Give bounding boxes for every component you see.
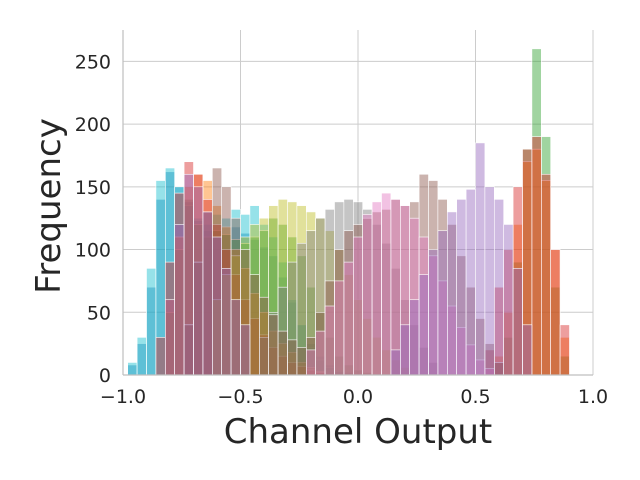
- histogram-bar: [418, 274, 429, 376]
- histogram-bar: [512, 268, 523, 376]
- histogram-bar: [550, 249, 561, 376]
- x-tick-label: −1.0: [100, 386, 146, 408]
- histogram-bar: [193, 186, 204, 376]
- y-axis-title: Frequency: [29, 118, 69, 294]
- y-tick-label: 50: [87, 302, 111, 324]
- x-tick-label: 0.0: [343, 386, 373, 408]
- histogram-bar: [258, 296, 269, 376]
- y-tick-label: 100: [75, 240, 111, 262]
- histogram-bar: [493, 199, 504, 376]
- histogram-bar: [183, 173, 194, 376]
- histogram-bar: [446, 211, 457, 376]
- y-tick-label: 200: [75, 114, 111, 136]
- histogram-bar: [296, 347, 307, 376]
- histogram-bar: [559, 324, 570, 376]
- histogram-series: [127, 171, 354, 376]
- x-tick-label: 1.0: [578, 386, 608, 408]
- histogram-bar: [437, 230, 448, 376]
- histogram-bar: [503, 224, 514, 376]
- histogram-bar: [409, 299, 420, 376]
- histogram-bar: [456, 199, 467, 376]
- histogram-bar: [390, 349, 401, 376]
- histogram-bar: [155, 337, 166, 376]
- histogram-bar: [287, 339, 298, 376]
- histogram-bar: [136, 337, 147, 376]
- histogram-bars: [127, 48, 570, 376]
- histogram-bar: [277, 330, 288, 376]
- histogram-series: [305, 192, 495, 376]
- histogram-bar: [399, 324, 410, 376]
- histogram-bar: [212, 236, 223, 376]
- histogram-bar: [531, 136, 542, 376]
- histogram-bar: [249, 274, 260, 376]
- histogram-series: [183, 167, 504, 376]
- y-tick-labels: 0 50 100 150 200 250: [75, 51, 111, 387]
- histogram-bar: [146, 268, 157, 376]
- histogram-bar: [305, 349, 316, 376]
- histogram-bar: [240, 324, 251, 376]
- histogram-bar: [165, 299, 176, 376]
- histogram-bar: [540, 173, 551, 376]
- histogram-bar: [371, 201, 382, 376]
- histogram-bar: [221, 268, 232, 376]
- y-tick-label: 250: [75, 51, 111, 73]
- histogram-bar: [343, 261, 354, 376]
- histogram-bar: [352, 236, 363, 376]
- histogram-series: [165, 48, 570, 376]
- histogram-bar: [334, 280, 345, 376]
- histogram-bar: [315, 330, 326, 376]
- histogram-bar: [268, 314, 279, 376]
- histogram-bar: [324, 305, 335, 376]
- histogram-bar: [465, 189, 476, 376]
- y-tick-label: 0: [99, 365, 111, 387]
- histogram-bar: [522, 324, 533, 376]
- histogram-bar: [127, 362, 138, 376]
- histogram-bar: [202, 211, 213, 376]
- x-tick-labels: −1.0 −0.5 0.0 0.5 1.0: [100, 386, 608, 408]
- histogram-series: [165, 142, 533, 376]
- histogram-bar: [381, 192, 392, 376]
- histogram-bar: [484, 186, 495, 376]
- histogram-bar: [230, 299, 241, 376]
- histogram-bar: [428, 249, 439, 376]
- x-axis-title: Channel Output: [224, 412, 493, 452]
- x-tick-label: −0.5: [217, 386, 263, 408]
- histogram-bar: [362, 214, 373, 376]
- histogram-bar: [475, 142, 486, 376]
- x-tick-label: 0.5: [460, 386, 490, 408]
- histogram-bar: [174, 224, 185, 376]
- y-tick-label: 150: [75, 177, 111, 199]
- histogram-bar: [390, 199, 401, 376]
- axis-spines: [122, 30, 593, 376]
